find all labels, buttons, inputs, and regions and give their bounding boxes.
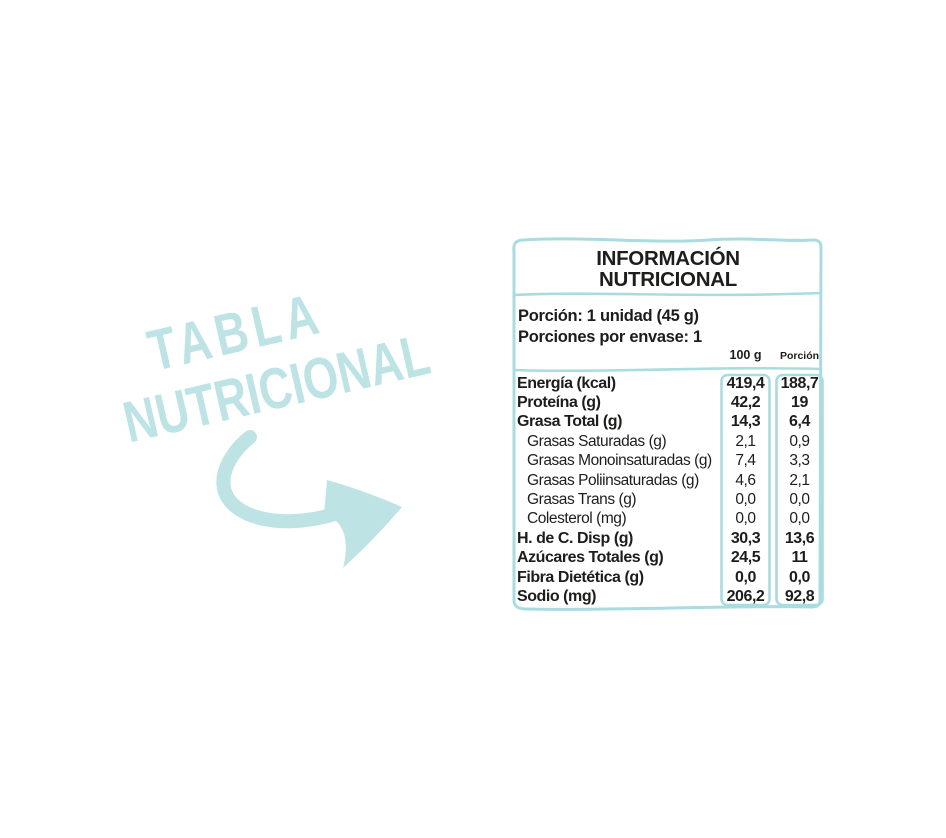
portion-separator-line [512, 366, 823, 373]
nutrient-row-energia: Energía (kcal) 419,4 188,7 [517, 374, 823, 393]
nutrient-label: Sodio (mg) [517, 587, 597, 605]
nutrient-row-grasas-poliinsaturadas: Grasas Poliinsaturadas (g) 4,6 2,1 [517, 471, 823, 490]
value-per-portion: 0,0 [789, 491, 810, 509]
nutrient-row-proteina: Proteína (g) 42,2 19 [517, 393, 823, 412]
curved-arrow-icon [216, 430, 402, 568]
value-per-portion: 19 [791, 394, 808, 412]
nutrient-label: Grasas Trans (g) [527, 491, 637, 509]
nutrient-row-grasa-total: Grasa Total (g) 14,3 6,4 [517, 413, 823, 432]
nutrient-label: Grasas Poliinsaturadas (g) [527, 471, 699, 489]
nutrient-label: Colesterol (mg) [527, 510, 627, 528]
value-per-100g: 4,6 [735, 471, 756, 489]
value-per-portion: 11 [791, 549, 808, 567]
value-per-portion: 2,1 [789, 471, 810, 489]
nutrient-rows: Energía (kcal) 419,4 188,7 Proteína (g) … [517, 374, 823, 607]
nutrient-label: Energía (kcal) [517, 374, 616, 392]
column-header-portion: Porción [779, 350, 820, 362]
value-per-100g: 2,1 [735, 432, 756, 450]
value-per-portion: 6,4 [789, 413, 810, 431]
portion-line2: Porciones por envase: 1 [518, 327, 702, 346]
nutrient-label: Grasas Saturadas (g) [527, 432, 667, 450]
nutrient-row-sodio: Sodio (mg) 206,2 92,8 [517, 587, 823, 606]
nutrient-row-hdec-disp: H. de C. Disp (g) 30,3 13,6 [517, 529, 823, 548]
value-per-portion: 0,0 [789, 510, 810, 528]
nutrient-row-colesterol: Colesterol (mg) 0,0 0,0 [517, 510, 823, 529]
column-portion-box [775, 373, 824, 607]
value-per-100g: 0,0 [735, 510, 756, 528]
nutrient-label: Grasas Monoinsaturadas (g) [527, 452, 712, 470]
arrow-curve [216, 430, 342, 529]
value-per-portion: 3,3 [789, 452, 810, 470]
nutrient-row-azucares-totales: Azúcares Totales (g) 24,5 11 [517, 549, 823, 568]
title-separator-line [512, 291, 823, 297]
value-per-portion: 0,0 [789, 568, 810, 586]
value-per-portion: 0,9 [789, 432, 810, 450]
value-per-portion: 188,7 [780, 374, 819, 392]
arrow-head [324, 480, 402, 568]
label-outer-border [512, 237, 823, 611]
column-100g-box [720, 373, 771, 607]
value-per-100g: 14,3 [730, 413, 761, 431]
value-per-100g: 0,0 [735, 491, 756, 509]
nutrient-label: Proteína (g) [517, 394, 601, 412]
value-per-portion: 13,6 [784, 529, 815, 547]
nutrient-row-grasas-monoinsaturadas: Grasas Monoinsaturadas (g) 7,4 3,3 [517, 452, 823, 471]
portion-info: Porción: 1 unidad (45 g) Porciones por e… [518, 306, 702, 347]
portion-line1: Porción: 1 unidad (45 g) [518, 307, 699, 325]
value-per-100g: 42,2 [730, 394, 761, 412]
nutrition-facts-label: INFORMACIÓN NUTRICIONAL Porción: 1 unida… [509, 235, 827, 615]
nutrient-row-grasas-trans: Grasas Trans (g) 0,0 0,0 [517, 490, 823, 509]
nutrient-label: H. de C. Disp (g) [517, 529, 633, 547]
value-per-100g: 7,4 [735, 452, 756, 470]
value-per-100g: 24,5 [730, 549, 761, 567]
nutrient-label: Azúcares Totales (g) [517, 549, 664, 567]
value-per-portion: 92,8 [784, 587, 815, 605]
value-per-100g: 0,0 [735, 568, 756, 586]
label-title: INFORMACIÓN NUTRICIONAL [521, 243, 815, 295]
nutrient-label: Fibra Dietética (g) [517, 568, 644, 586]
column-header-100g: 100 g [729, 348, 762, 362]
label-title-line2: NUTRICIONAL [599, 268, 737, 291]
nutrient-row-fibra-dietetica: Fibra Dietética (g) 0,0 0,0 [517, 568, 823, 587]
value-per-100g: 206,2 [726, 587, 765, 605]
value-per-100g: 30,3 [730, 529, 761, 547]
nutrient-row-grasas-saturadas: Grasas Saturadas (g) 2,1 0,9 [517, 432, 823, 451]
value-per-100g: 419,4 [726, 374, 765, 392]
nutrient-label: Grasa Total (g) [517, 413, 622, 431]
label-frame [512, 237, 824, 611]
label-title-line1: INFORMACIÓN [596, 247, 740, 270]
